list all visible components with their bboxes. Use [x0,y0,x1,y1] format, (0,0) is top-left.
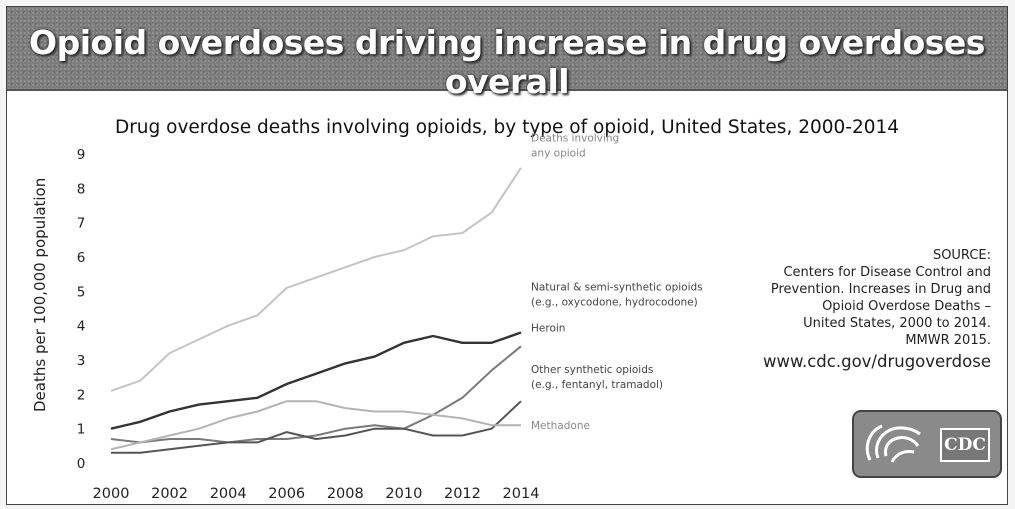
cdc-logo-text: CDC [940,428,990,462]
source-line: United States, 2000 to 2014. [803,316,991,331]
x-tick-label: 2004 [210,486,247,502]
banner-title: Opioid overdoses driving increase in dru… [29,23,985,101]
y-tick-label: 6 [77,250,86,266]
y-tick-label: 9 [77,147,86,163]
series-label: Deaths involving [531,133,619,145]
x-tick-label: 2000 [93,486,130,502]
series-label: Methadone [531,420,590,432]
source-note: SOURCE: Centers for Disease Control and … [661,247,991,373]
series-label: Heroin [531,322,565,334]
y-tick-label: 0 [77,456,86,472]
series-line [110,167,522,392]
y-tick-label: 7 [77,216,86,232]
source-url: www.cdc.gov/drugoverdose [763,352,991,371]
y-tick-label: 2 [77,387,86,403]
series-label: Other synthetic opioids [531,364,653,376]
source-line: Opioid Overdose Deaths – [822,299,991,314]
slide-frame: Opioid overdoses driving increase in dru… [6,6,1008,505]
source-line: Centers for Disease Control and [783,265,991,280]
cdc-logo: CDC [852,410,1002,478]
source-line: SOURCE: [932,248,991,263]
series-line [110,331,522,430]
chart-title: Drug overdose deaths involving opioids, … [114,117,900,138]
x-tick-label: 2008 [327,486,364,502]
series-label: (e.g., oxycodone, hydrocodone) [531,297,698,309]
x-tick-label: 2012 [444,486,481,502]
x-tick-label: 2014 [503,486,540,502]
series-label: (e.g., fentanyl, tramadol) [531,379,663,391]
source-line: Prevention. Increases in Drug and [770,282,991,297]
y-tick-label: 3 [77,353,86,369]
series-label: any opioid [531,148,586,160]
x-tick-label: 2002 [151,486,188,502]
line-chart: 0 1 2 3 4 5 6 7 8 9 2000 2002 2004 2006 2008 2010 2012 20… [77,133,703,502]
y-tick-label: 5 [77,284,86,300]
series-label: Natural & semi-synthetic opioids [531,282,703,294]
series-line [110,400,521,451]
y-tick-label: 1 [77,422,86,438]
series-line [110,345,522,444]
y-tick-label: 8 [77,181,86,197]
series-line [111,400,522,454]
x-tick-label: 2010 [385,486,422,502]
x-tick-label: 2006 [268,486,305,502]
title-banner: Opioid overdoses driving increase in dru… [7,7,1007,101]
y-tick-label: 4 [77,319,86,335]
source-line: MMWR 2015. [905,333,991,348]
hhs-eagle-icon [865,424,921,463]
